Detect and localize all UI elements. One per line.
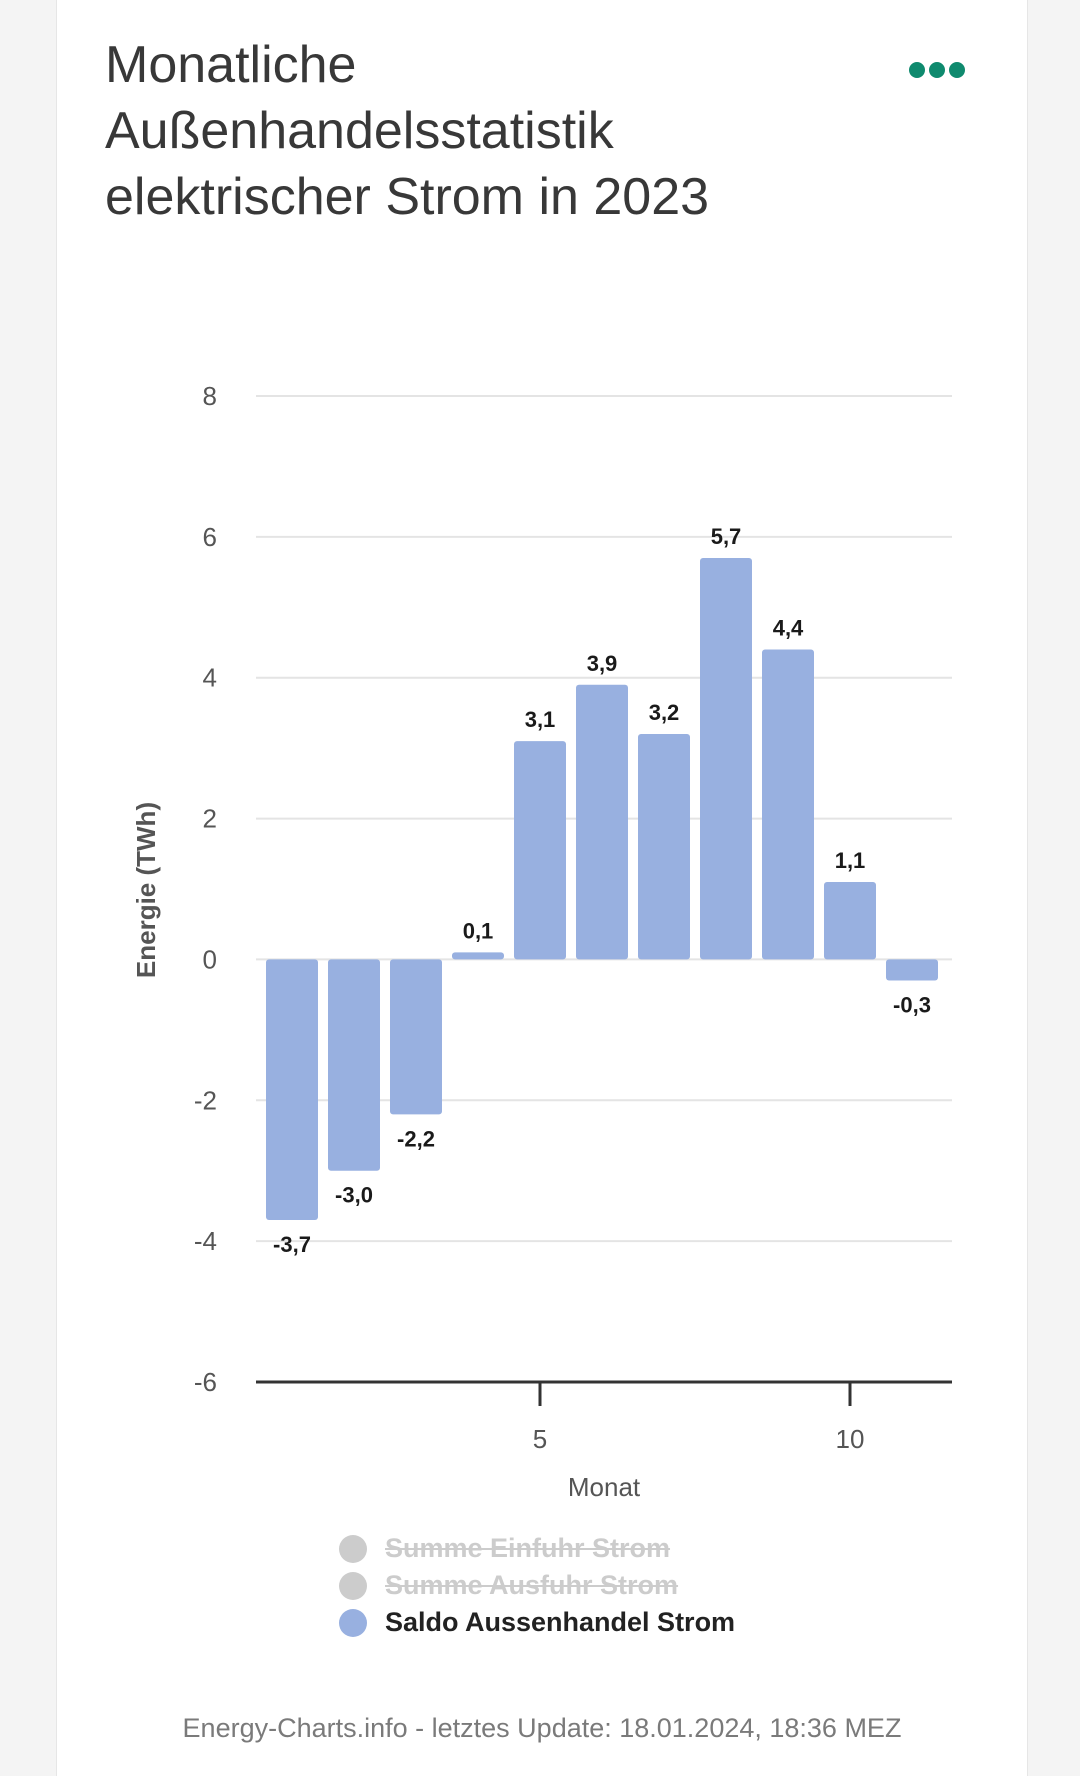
data-labels: -3,7 -3,0 -2,2 0,1 3,1 3,9 3,2 5,7 4,4 1,1 -0,3: [273, 524, 931, 1257]
bar[interactable]: [390, 959, 442, 1115]
data-label: 4,4: [773, 616, 804, 641]
chart-card: Monatliche Außenhandelsstatistik elektri…: [56, 0, 1028, 1776]
bar[interactable]: [328, 959, 380, 1171]
y-tick-label: -6: [194, 1367, 217, 1397]
menu-dot: [929, 62, 945, 78]
legend-item[interactable]: Summe Einfuhr Strom: [339, 1530, 735, 1567]
legend: Summe Einfuhr Strom Summe Ausfuhr Strom Sa…: [339, 1530, 735, 1641]
y-tick-label: 4: [203, 663, 217, 693]
y-tick-label: -2: [194, 1085, 217, 1115]
bar[interactable]: [576, 684, 628, 960]
legend-swatch: [339, 1608, 367, 1637]
data-label: 3,1: [525, 707, 556, 732]
bar[interactable]: [824, 881, 876, 960]
x-axis: 5 10: [256, 1380, 952, 1454]
legend-item[interactable]: Saldo Aussenhandel Strom: [339, 1604, 735, 1641]
data-label: -2,2: [397, 1126, 435, 1151]
bar[interactable]: [638, 734, 690, 960]
menu-dot: [909, 62, 925, 78]
bars: [266, 557, 938, 1221]
bar[interactable]: [514, 741, 566, 960]
menu-dot: [949, 62, 965, 78]
legend-label: Summe Ausfuhr Strom: [385, 1570, 679, 1600]
bar[interactable]: [886, 959, 938, 981]
data-label: -3,7: [273, 1232, 311, 1257]
y-tick-label: 8: [203, 381, 217, 411]
legend-swatch: [339, 1534, 367, 1563]
x-tick-label: 5: [533, 1424, 547, 1454]
data-label: 3,2: [649, 700, 680, 725]
legend-item[interactable]: Summe Ausfuhr Strom: [339, 1567, 735, 1604]
y-tick-label: -4: [194, 1226, 217, 1256]
bar[interactable]: [700, 557, 752, 960]
y-axis-title: Energie (TWh): [131, 802, 161, 978]
x-tick-label: 10: [836, 1424, 865, 1454]
data-label: 0,1: [463, 918, 494, 943]
bar[interactable]: [452, 952, 504, 960]
data-label: 5,7: [711, 524, 742, 549]
more-dots-icon[interactable]: [909, 62, 973, 78]
chart-title: Monatliche Außenhandelsstatistik elektri…: [105, 36, 710, 226]
data-label: 3,9: [587, 651, 618, 676]
data-label: 1,1: [835, 848, 866, 873]
y-tick-label: 6: [203, 522, 217, 552]
data-label: -3,0: [335, 1183, 373, 1208]
legend-label: Saldo Aussenhandel Strom: [385, 1607, 736, 1637]
legend-swatch: [339, 1571, 367, 1600]
bar-chart: 8 6 4 2 0 -2 -4 -6 -3,7 -3,0 -2,2 0,1 3,1 3,9 3,2 5,7 4…: [131, 381, 952, 1500]
y-axis-ticks: 8 6 4 2 0 -2 -4 -6: [194, 381, 217, 1397]
bar[interactable]: [266, 959, 318, 1221]
legend-label: Summe Einfuhr Strom: [385, 1533, 671, 1563]
bar[interactable]: [762, 649, 814, 960]
data-label: -0,3: [893, 993, 931, 1018]
y-tick-label: 0: [203, 944, 217, 974]
footer-source: Energy-Charts.info - letztes Update: 18.…: [182, 1713, 902, 1743]
y-tick-label: 2: [203, 804, 217, 834]
x-axis-title: Monat: [568, 1472, 641, 1500]
